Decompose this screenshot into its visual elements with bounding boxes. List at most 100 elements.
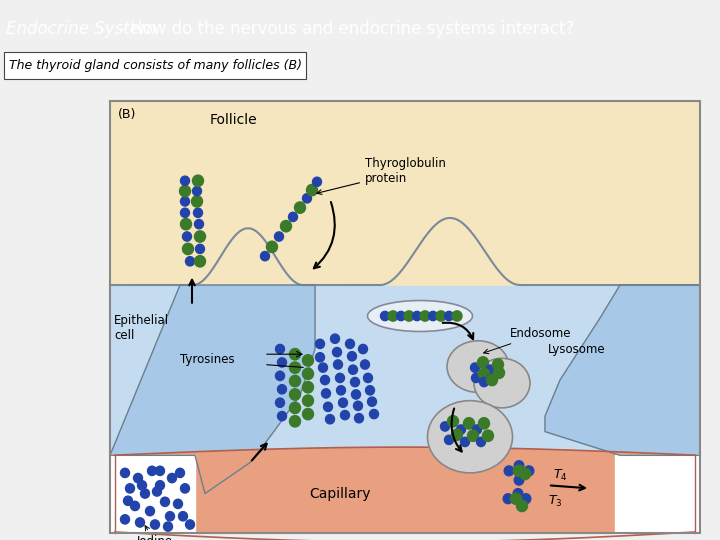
Polygon shape bbox=[408, 260, 409, 285]
Polygon shape bbox=[207, 275, 209, 285]
Polygon shape bbox=[412, 255, 413, 285]
Polygon shape bbox=[293, 281, 294, 285]
Circle shape bbox=[397, 312, 405, 321]
Circle shape bbox=[336, 386, 346, 395]
Polygon shape bbox=[454, 219, 456, 285]
Polygon shape bbox=[283, 268, 284, 285]
Circle shape bbox=[145, 507, 155, 516]
Polygon shape bbox=[514, 284, 516, 285]
Polygon shape bbox=[269, 247, 270, 285]
Polygon shape bbox=[439, 221, 440, 285]
Circle shape bbox=[479, 368, 490, 380]
Polygon shape bbox=[398, 273, 399, 285]
Polygon shape bbox=[504, 277, 505, 285]
Polygon shape bbox=[271, 249, 272, 285]
Circle shape bbox=[520, 468, 531, 480]
Polygon shape bbox=[500, 273, 502, 285]
Polygon shape bbox=[545, 285, 700, 455]
Circle shape bbox=[176, 468, 184, 477]
Circle shape bbox=[472, 425, 482, 434]
Polygon shape bbox=[438, 222, 439, 285]
Polygon shape bbox=[212, 268, 214, 285]
Circle shape bbox=[289, 375, 300, 387]
Circle shape bbox=[436, 311, 446, 321]
Circle shape bbox=[420, 311, 430, 321]
Polygon shape bbox=[222, 252, 223, 285]
Polygon shape bbox=[204, 278, 205, 285]
Polygon shape bbox=[225, 247, 226, 285]
Circle shape bbox=[181, 197, 189, 206]
Polygon shape bbox=[411, 256, 412, 285]
Polygon shape bbox=[247, 228, 248, 285]
Circle shape bbox=[302, 194, 312, 203]
Polygon shape bbox=[505, 278, 506, 285]
Circle shape bbox=[514, 475, 523, 485]
Polygon shape bbox=[481, 246, 482, 285]
Polygon shape bbox=[386, 284, 387, 285]
Polygon shape bbox=[210, 271, 212, 285]
Circle shape bbox=[487, 374, 498, 386]
Polygon shape bbox=[499, 271, 500, 285]
Circle shape bbox=[307, 184, 318, 195]
Polygon shape bbox=[424, 238, 425, 285]
Circle shape bbox=[302, 355, 313, 366]
Circle shape bbox=[261, 252, 269, 261]
Polygon shape bbox=[292, 280, 293, 285]
Circle shape bbox=[166, 511, 174, 521]
Polygon shape bbox=[393, 279, 394, 285]
Circle shape bbox=[168, 474, 176, 483]
Polygon shape bbox=[466, 226, 467, 285]
Polygon shape bbox=[265, 241, 266, 285]
Text: Epithelial
cell: Epithelial cell bbox=[114, 314, 169, 342]
Polygon shape bbox=[215, 263, 217, 285]
Polygon shape bbox=[494, 265, 495, 285]
Polygon shape bbox=[295, 282, 296, 285]
Circle shape bbox=[124, 496, 132, 505]
Circle shape bbox=[428, 312, 438, 321]
Circle shape bbox=[289, 212, 297, 221]
Polygon shape bbox=[405, 265, 406, 285]
Circle shape bbox=[161, 497, 169, 507]
Polygon shape bbox=[279, 262, 280, 285]
Polygon shape bbox=[450, 218, 451, 285]
Polygon shape bbox=[110, 102, 700, 285]
Circle shape bbox=[135, 518, 145, 527]
Circle shape bbox=[302, 395, 313, 406]
Circle shape bbox=[359, 345, 367, 354]
Circle shape bbox=[302, 368, 313, 380]
Bar bbox=[110, 102, 700, 533]
Polygon shape bbox=[251, 229, 252, 285]
Circle shape bbox=[367, 397, 377, 406]
Circle shape bbox=[467, 430, 479, 441]
Polygon shape bbox=[415, 250, 416, 285]
Circle shape bbox=[194, 219, 204, 229]
Circle shape bbox=[274, 232, 284, 241]
Polygon shape bbox=[228, 243, 230, 285]
Polygon shape bbox=[483, 248, 484, 285]
Polygon shape bbox=[427, 233, 428, 285]
Circle shape bbox=[153, 487, 161, 496]
Circle shape bbox=[181, 176, 189, 185]
Circle shape bbox=[441, 422, 449, 431]
Polygon shape bbox=[400, 272, 401, 285]
Polygon shape bbox=[485, 252, 486, 285]
Polygon shape bbox=[254, 230, 256, 285]
Polygon shape bbox=[443, 219, 444, 285]
Circle shape bbox=[289, 362, 300, 373]
Circle shape bbox=[323, 402, 333, 411]
Text: Endocrine System: Endocrine System bbox=[6, 20, 156, 38]
Polygon shape bbox=[410, 258, 411, 285]
Circle shape bbox=[150, 520, 160, 529]
Polygon shape bbox=[238, 232, 239, 285]
Circle shape bbox=[514, 461, 523, 471]
Polygon shape bbox=[240, 230, 241, 285]
Polygon shape bbox=[502, 274, 503, 285]
Circle shape bbox=[148, 466, 156, 476]
Circle shape bbox=[276, 398, 284, 407]
Text: $T_4$: $T_4$ bbox=[553, 468, 567, 483]
Circle shape bbox=[192, 186, 202, 195]
Circle shape bbox=[130, 501, 140, 511]
Circle shape bbox=[354, 401, 362, 410]
Circle shape bbox=[516, 500, 528, 511]
Polygon shape bbox=[280, 264, 281, 285]
